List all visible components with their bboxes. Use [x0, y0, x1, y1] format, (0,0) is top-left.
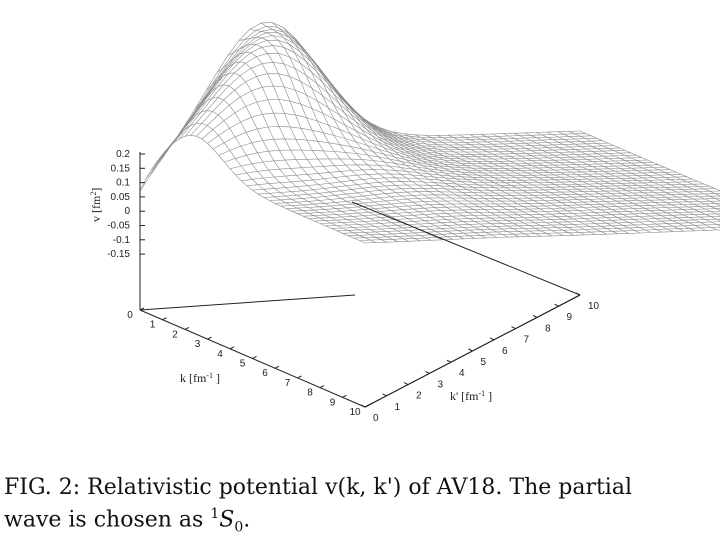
kprime-tick-mark — [469, 349, 473, 351]
kprime-tick-label: 1 — [395, 402, 401, 413]
z-axis-label: v [fm2] — [89, 188, 103, 222]
k-tick-mark — [185, 327, 189, 329]
k-tick-mark — [163, 318, 167, 320]
k-tick-label: 5 — [240, 359, 246, 370]
kprime-tick-label: 5 — [481, 357, 487, 368]
z-tick-label: 0.05 — [111, 192, 131, 203]
surface-mesh — [140, 22, 720, 243]
kprime-tick-label: 6 — [502, 346, 508, 357]
mesh-line-k — [326, 210, 720, 226]
k-tick-label: 10 — [349, 407, 361, 418]
k-tick-label: 7 — [285, 378, 291, 389]
k-axis-label: k [fm-1 ] — [180, 371, 220, 385]
mesh-line-kprime — [228, 44, 453, 239]
k-tick-mark — [298, 376, 302, 378]
kprime-tick-label: 10 — [588, 301, 600, 312]
mesh-line-k — [146, 26, 586, 179]
k-tick-label: 0 — [127, 310, 133, 321]
k-tick-mark — [320, 386, 324, 388]
z-tick-label: 0.15 — [111, 163, 131, 174]
kprime-tick-label: 0 — [373, 413, 379, 424]
k-tick-label: 8 — [307, 388, 313, 399]
kprime-tick-mark — [512, 327, 516, 329]
mesh-line-kprime — [239, 37, 464, 238]
base-back-edge — [140, 295, 355, 310]
k-tick-mark — [275, 366, 279, 368]
kprime-tick-mark — [383, 394, 387, 396]
mesh-line-k — [191, 74, 631, 157]
mesh-line-kprime — [250, 29, 475, 238]
k-tick-mark — [365, 405, 369, 407]
k-tick-mark — [208, 337, 212, 339]
kprime-tick-label: 7 — [524, 335, 530, 346]
mesh-line-k — [157, 33, 597, 162]
kprime-tick-mark — [404, 383, 408, 385]
z-tick-label: -0.15 — [107, 249, 130, 260]
k-tick-label: 1 — [150, 320, 156, 331]
kprime-tick-mark — [555, 304, 559, 306]
kprime-tick-label: 3 — [438, 379, 444, 390]
z-tick-label: -0.05 — [107, 221, 130, 232]
k-tick-mark — [230, 347, 234, 349]
kprime-tick-label: 2 — [416, 391, 422, 402]
k-tick-mark — [253, 357, 257, 359]
k-tick-label: 2 — [172, 329, 178, 340]
kprime-tick-label: 4 — [459, 368, 465, 379]
kprime-tick-label: 9 — [567, 312, 573, 323]
kprime-tick-label: 8 — [545, 323, 551, 334]
k-tick-label: 3 — [195, 339, 201, 350]
k-tick-mark — [343, 395, 347, 397]
kprime-tick-mark — [490, 338, 494, 340]
z-tick-label: -0.1 — [113, 235, 131, 246]
z-tick-label: 0.1 — [116, 178, 130, 189]
kprime-tick-mark — [533, 315, 537, 317]
k-tick-label: 9 — [330, 397, 336, 408]
caption-line-1: FIG. 2: Relativistic potential v(k, k') … — [4, 474, 716, 501]
caption-line-2: wave is chosen as 1S0. — [4, 501, 716, 542]
kprime-axis-label: k' [fm-1 ] — [450, 389, 492, 403]
mesh-line-kprime — [371, 123, 596, 234]
z-tick-label: 0.2 — [116, 149, 130, 160]
mesh-line-k — [309, 203, 720, 219]
kprime-tick-mark — [447, 360, 451, 362]
k-tick-label: 4 — [217, 349, 223, 360]
mesh-line-kprime — [437, 135, 662, 232]
mesh-line-k — [151, 29, 591, 170]
surface-plot: 0.2 0.15 0.1 0.05 0 -0.05 -0.1 -0.15 0 1 2 3 4 5 6 7 8 9 1… — [0, 0, 720, 470]
k-tick-label: 6 — [262, 368, 268, 379]
z-tick-label: 0 — [124, 206, 130, 217]
kprime-tick-mark — [426, 371, 430, 373]
figure-caption: FIG. 2: Relativistic potential v(k, k') … — [4, 474, 716, 542]
